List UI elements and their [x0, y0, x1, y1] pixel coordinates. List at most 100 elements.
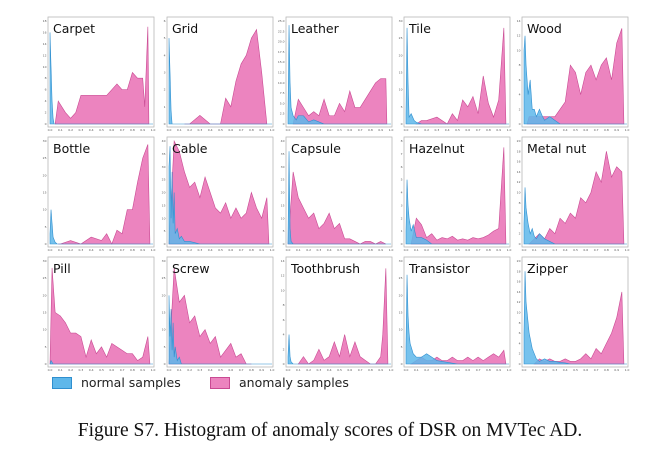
panel-capsule: 0.0 0.1 0.2 0.3 0.4 0.5 0.6 0.7 0.8 0.9 1.0 0 5 10 15 2…	[281, 136, 393, 252]
x-tick-label: 0.1	[58, 128, 63, 132]
x-tick-label: 0.0	[167, 368, 172, 372]
y-tick-label: 40	[162, 139, 166, 143]
y-tick-label: 20	[399, 293, 403, 297]
y-tick-label: 10	[517, 191, 521, 195]
normal-area	[287, 334, 391, 365]
y-tick-label: 7.5	[280, 91, 285, 95]
x-tick-label: 0.7	[239, 128, 244, 132]
normal-area	[405, 274, 509, 365]
x-tick-label: 0.2	[187, 368, 192, 372]
x-tick-label: 0.4	[89, 368, 94, 372]
x-tick-label: 0.4	[445, 368, 450, 372]
normal-area	[168, 38, 272, 125]
x-tick-label: 0.6	[228, 128, 233, 132]
x-tick-label: 0.3	[317, 248, 322, 252]
x-tick-label: 0.9	[378, 368, 383, 372]
y-tick-label: 15	[162, 311, 166, 315]
x-tick-label: 0.7	[120, 368, 125, 372]
y-tick-label: 14	[517, 19, 521, 23]
x-tick-label: 0.1	[296, 248, 301, 252]
y-tick-label: 10	[281, 288, 285, 292]
y-tick-label: 2	[45, 111, 47, 115]
y-tick-label: 5	[164, 36, 166, 40]
normal-area	[523, 187, 627, 245]
x-tick-label: 0.5	[455, 128, 460, 132]
x-tick-label: 0.5	[218, 248, 223, 252]
x-tick-label: 0.6	[583, 248, 588, 252]
y-tick-label: 20.0	[278, 40, 285, 44]
x-tick-label: 0.5	[99, 368, 104, 372]
anomaly-area	[410, 147, 507, 245]
y-tick-label: 40	[281, 139, 285, 143]
panel-leather: 0.0 0.1 0.2 0.3 0.4 0.5 0.6 0.7 0.8 0.9 1.0 0 2.5 5.0…	[278, 16, 393, 132]
x-tick-label: 0.8	[368, 128, 373, 132]
y-tick-label: 6	[519, 331, 521, 335]
x-tick-label: 1.0	[270, 128, 275, 132]
y-tick-label: 2	[401, 216, 403, 220]
y-tick-label: 0	[164, 362, 166, 366]
y-tick-label: 14	[517, 290, 521, 294]
x-tick-label: 0.2	[542, 248, 547, 252]
x-tick-label: 0.3	[198, 368, 203, 372]
x-tick-label: 0.9	[259, 368, 264, 372]
panel-title: Wood	[527, 21, 562, 36]
x-tick-label: 0.9	[614, 368, 619, 372]
x-tick-label: 0.0	[522, 128, 527, 132]
x-tick-label: 0.4	[445, 128, 450, 132]
x-tick-label: 0.1	[532, 368, 537, 372]
histogram-grid: 0.0 0.1 0.2 0.3 0.4 0.5 0.6 0.7 0.8 0.9 1.0 0 2 4 6 8 10…	[43, 16, 629, 372]
legend-anomaly-label: anomaly samples	[239, 375, 349, 390]
x-tick-label: 0.3	[317, 128, 322, 132]
panel-title: Pill	[53, 261, 71, 276]
x-tick-label: 0.3	[435, 368, 440, 372]
y-tick-label: 10	[43, 328, 47, 332]
normal-area	[287, 25, 391, 125]
panel-title: Hazelnut	[409, 141, 465, 156]
panel-title: Capsule	[291, 141, 341, 156]
panel-cable: 0.0 0.1 0.2 0.3 0.4 0.5 0.6 0.7 0.8 0.9 1.0 0 5 10 15 2…	[162, 136, 274, 252]
panel-frame	[403, 256, 511, 368]
x-tick-label: 1.0	[507, 368, 512, 372]
y-tick-label: 12	[281, 274, 285, 278]
y-tick-label: 30	[162, 165, 166, 169]
x-tick-label: 1.0	[151, 248, 156, 252]
panel-toothbrush: 0.0 0.1 0.2 0.3 0.4 0.5 0.6 0.7 0.8 0.9 1.0 0 2 4 6 8 10…	[281, 256, 393, 372]
x-tick-label: 0.2	[187, 248, 192, 252]
y-tick-label: 4	[164, 53, 166, 57]
y-tick-label: 0	[45, 122, 47, 126]
x-tick-label: 0.3	[317, 368, 322, 372]
x-tick-label: 0.9	[496, 368, 501, 372]
x-tick-label: 0.4	[89, 248, 94, 252]
x-tick-label: 0.1	[414, 248, 419, 252]
x-tick-label: 0.1	[177, 368, 182, 372]
anomaly-area	[168, 267, 252, 365]
y-tick-label: 8	[283, 303, 285, 307]
x-tick-label: 0.7	[594, 368, 599, 372]
x-tick-label: 0.0	[404, 368, 409, 372]
x-tick-label: 0.4	[327, 248, 332, 252]
y-tick-label: 0	[45, 242, 47, 246]
y-tick-label: 5	[401, 178, 403, 182]
y-tick-label: 15	[43, 311, 47, 315]
y-tick-label: 14	[43, 42, 47, 46]
panel-title: Toothbrush	[290, 261, 360, 276]
x-tick-label: 0.0	[522, 248, 527, 252]
x-tick-label: 0.6	[347, 248, 352, 252]
anomaly-area	[49, 267, 151, 365]
y-tick-label: 4	[283, 333, 285, 337]
x-tick-label: 0.3	[198, 128, 203, 132]
x-tick-label: 0.4	[327, 128, 332, 132]
x-tick-label: 1.0	[151, 128, 156, 132]
legend-anomaly: anomaly samples	[210, 375, 349, 390]
normal-area	[523, 271, 627, 365]
x-tick-label: 0.9	[259, 128, 264, 132]
y-tick-label: 10	[517, 48, 521, 52]
x-tick-label: 0.5	[455, 368, 460, 372]
x-tick-label: 0.4	[327, 368, 332, 372]
x-tick-label: 0.4	[445, 248, 450, 252]
x-tick-label: 0.6	[109, 368, 114, 372]
y-tick-label: 8	[519, 201, 521, 205]
y-tick-label: 18	[43, 19, 47, 23]
y-tick-label: 0	[283, 242, 285, 246]
panel-hazelnut: 0.0 0.1 0.2 0.3 0.4 0.5 0.6 0.7 0.8 0.9 1.0 0 1 2 3 4 5 6…	[401, 136, 511, 252]
